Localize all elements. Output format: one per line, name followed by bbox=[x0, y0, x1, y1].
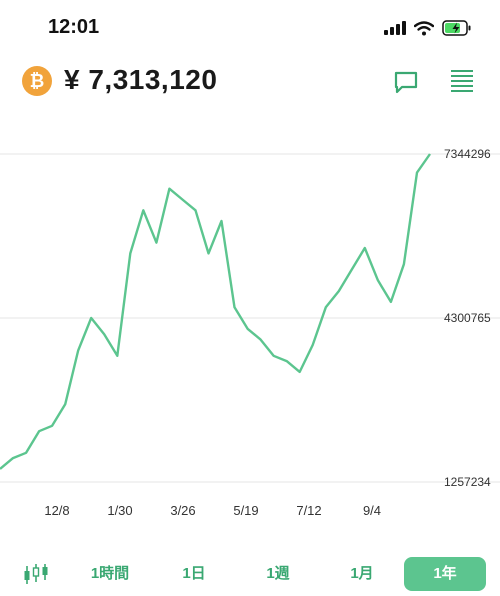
bitcoin-icon: ₿ bbox=[22, 66, 52, 96]
status-time: 12:01 bbox=[48, 16, 100, 38]
wifi-icon bbox=[414, 20, 434, 35]
tab-1-week[interactable]: 1週 bbox=[266, 565, 290, 582]
chat-bubble-icon[interactable] bbox=[392, 68, 420, 96]
x-tick-label: 1/30 bbox=[107, 503, 132, 518]
x-tick-label: 7/12 bbox=[296, 503, 321, 518]
y-tick-label: 4300765 bbox=[444, 311, 491, 325]
x-tick-label: 3/26 bbox=[170, 503, 195, 518]
period-tabs: 1時間 1日 1週 1月 1年 bbox=[0, 554, 500, 594]
tab-1-day[interactable]: 1日 bbox=[182, 565, 206, 582]
current-price: ¥ 7,313,120 bbox=[64, 64, 218, 95]
battery-charging-icon bbox=[442, 20, 471, 36]
price-line bbox=[0, 153, 431, 470]
y-tick-label: 7344296 bbox=[444, 147, 491, 161]
x-tick-label: 12/8 bbox=[44, 503, 69, 518]
candlestick-icon[interactable] bbox=[22, 562, 50, 586]
order-book-icon[interactable] bbox=[449, 68, 475, 94]
y-tick-label: 1257234 bbox=[444, 475, 491, 489]
status-icons bbox=[384, 18, 472, 38]
tab-1-month[interactable]: 1月 bbox=[350, 565, 374, 582]
tab-1-hour[interactable]: 1時間 bbox=[90, 565, 130, 582]
coin-symbol: ₿ bbox=[29, 70, 45, 91]
x-tick-label: 5/19 bbox=[233, 503, 258, 518]
status-bar: 12:01 bbox=[0, 0, 500, 56]
x-tick-label: 9/4 bbox=[363, 503, 381, 518]
price-header: ₿ ¥ 7,313,120 bbox=[0, 58, 500, 104]
tab-1-year[interactable]: 1年 bbox=[404, 557, 486, 591]
cellular-signal-icon bbox=[384, 21, 406, 35]
price-chart[interactable]: 7344296 4300765 1257234 12/8 1/30 3/26 5/19 7/1… bbox=[0, 120, 500, 530]
